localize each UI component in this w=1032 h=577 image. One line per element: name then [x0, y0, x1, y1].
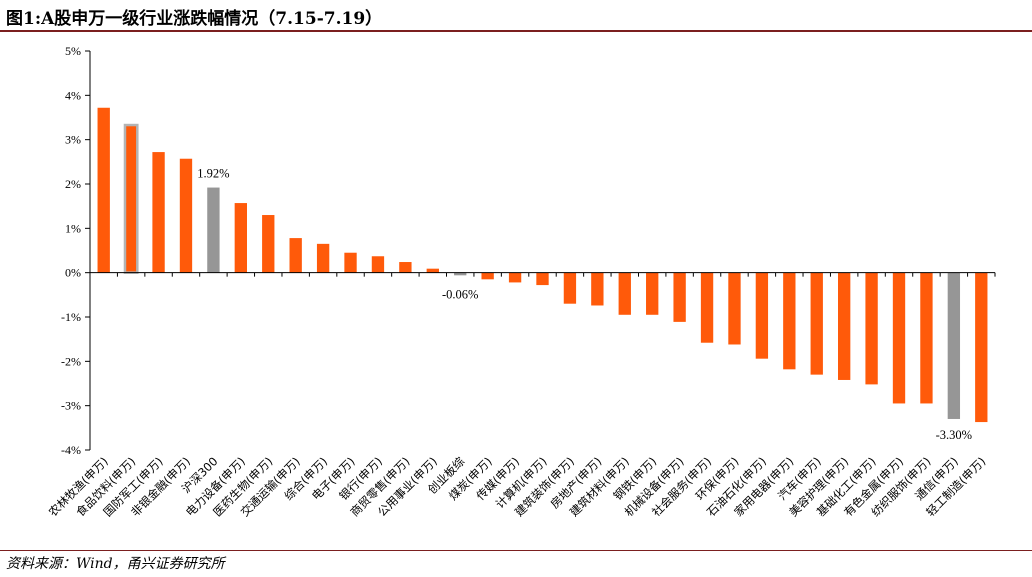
- bar-31: [947, 272, 961, 419]
- category-labels: 农林牧渔(申万)食品饮料(申万)国防军工(申万)非银金融(申万)沪深300电力设…: [46, 454, 989, 519]
- data-label-31: -3.30%: [936, 428, 972, 442]
- bar-6: [262, 215, 275, 273]
- bars: [97, 107, 988, 423]
- title-divider: [0, 30, 1032, 32]
- y-tick-label: 4%: [65, 88, 81, 102]
- bar-19: [618, 272, 631, 315]
- data-label-13: -0.06%: [442, 288, 478, 302]
- chart-title: 图1:A股申万一级行业涨跌幅情况（7.15-7.19）: [6, 9, 383, 29]
- bar-8: [316, 243, 330, 273]
- bar-10: [371, 256, 385, 273]
- y-axis: -4% -3% -2% -1% 0% 1% 2% 3% 4% 5%: [61, 44, 91, 457]
- y-tick-label: 0%: [65, 266, 81, 280]
- data-label-4: 1.92%: [197, 167, 229, 181]
- bar-chart: -4% -3% -2% -1% 0% 1% 2% 3% 4% 5% 农林牧渔(申万)食品饮料(申万…: [46, 44, 996, 519]
- bar-23: [728, 272, 741, 345]
- bar-22: [700, 272, 714, 343]
- bar-27: [838, 272, 851, 380]
- bar-2: [152, 152, 165, 273]
- footer-divider: [0, 550, 1032, 551]
- bar-13: [454, 272, 467, 276]
- bar-26: [810, 272, 823, 375]
- y-tick-label: 3%: [65, 133, 81, 147]
- bar-11: [399, 262, 412, 273]
- bar-21: [673, 272, 686, 322]
- bar-0: [97, 107, 110, 273]
- bar-32: [975, 272, 988, 423]
- bar-1: [123, 123, 139, 274]
- y-tick-label: -3%: [61, 399, 81, 413]
- bar-17: [563, 272, 577, 304]
- bar-12: [426, 268, 439, 273]
- bar-14: [481, 272, 494, 280]
- y-tick-label: -2%: [61, 354, 81, 368]
- y-tick-label: 1%: [65, 221, 81, 235]
- bar-7: [289, 238, 302, 273]
- y-tick-label: 5%: [65, 44, 81, 58]
- bar-30: [920, 272, 933, 404]
- bar-18: [591, 272, 604, 306]
- bar-5: [234, 203, 247, 273]
- bar-25: [783, 272, 796, 370]
- bar-9: [344, 252, 357, 273]
- bar-15: [508, 272, 522, 283]
- y-tick-label: 2%: [65, 177, 81, 191]
- bar-20: [646, 272, 659, 315]
- source-note: 资料来源：Wind，甬兴证券研究所: [6, 556, 225, 572]
- y-tick-label: -1%: [61, 310, 81, 324]
- bar-24: [755, 272, 769, 359]
- x-axis: [89, 272, 996, 277]
- bar-3: [179, 158, 193, 273]
- bar-16: [536, 272, 549, 286]
- bar-28: [865, 272, 878, 385]
- bar-29: [892, 272, 906, 404]
- bar-4: [207, 187, 220, 273]
- y-tick-label: -4%: [61, 443, 81, 457]
- data-labels: 1.92% -0.06% -3.30%: [197, 167, 972, 442]
